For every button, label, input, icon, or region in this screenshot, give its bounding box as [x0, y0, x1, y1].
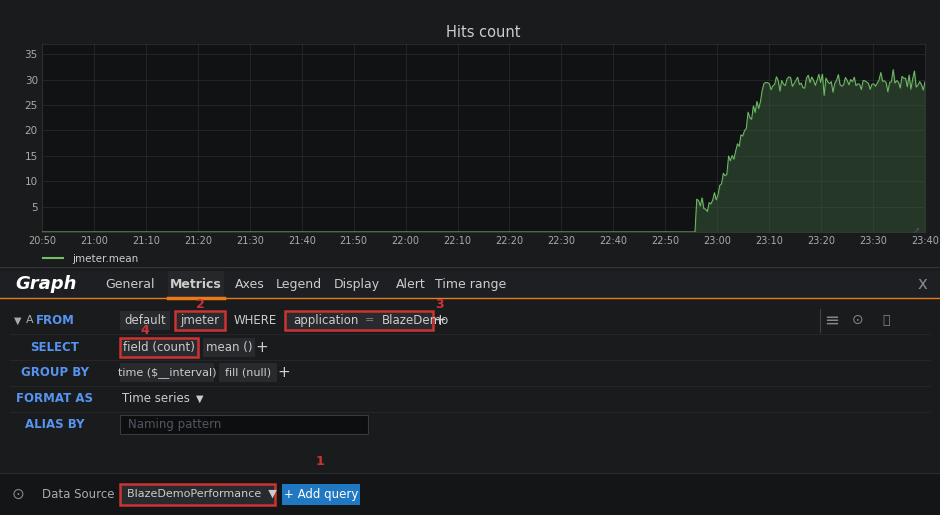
- Bar: [203, 338, 255, 357]
- Text: ⊙: ⊙: [11, 487, 24, 502]
- Text: + Add query: + Add query: [284, 488, 358, 501]
- Text: fill (null): fill (null): [225, 368, 271, 378]
- Bar: [0, 473, 940, 515]
- Text: mean (): mean (): [206, 340, 252, 354]
- Text: default: default: [124, 314, 165, 327]
- Text: BlazeDemo: BlazeDemo: [382, 314, 449, 327]
- Text: =: =: [366, 315, 375, 325]
- Bar: [120, 484, 275, 505]
- Title: Hits count: Hits count: [446, 25, 521, 40]
- Text: +: +: [256, 339, 269, 355]
- Text: ALIAS BY: ALIAS BY: [25, 418, 85, 431]
- Text: field (count): field (count): [123, 340, 195, 354]
- Text: jmeter: jmeter: [180, 314, 220, 327]
- Text: WHERE: WHERE: [234, 314, 277, 327]
- Text: x: x: [917, 275, 927, 293]
- Text: ≡: ≡: [824, 312, 839, 330]
- Text: Time range: Time range: [435, 278, 507, 290]
- Bar: [120, 364, 214, 383]
- Text: +: +: [277, 365, 290, 381]
- Text: Alert: Alert: [396, 278, 426, 290]
- Bar: [168, 271, 224, 298]
- Text: 4: 4: [141, 324, 149, 337]
- Text: +: +: [433, 313, 446, 328]
- Text: General: General: [105, 278, 155, 290]
- Text: 3: 3: [435, 298, 445, 311]
- Text: Metrics: Metrics: [170, 278, 222, 290]
- Text: Display: Display: [334, 278, 380, 290]
- Text: ⬜: ⬜: [883, 314, 890, 327]
- Text: FORMAT AS: FORMAT AS: [17, 392, 93, 405]
- Bar: [438, 271, 504, 298]
- Text: Axes: Axes: [235, 278, 265, 290]
- Bar: [328, 271, 386, 298]
- Legend: jmeter.mean: jmeter.mean: [39, 250, 142, 268]
- Text: Legend: Legend: [276, 278, 322, 290]
- Text: 2: 2: [196, 298, 204, 311]
- Bar: [120, 311, 170, 330]
- Text: ⊙: ⊙: [853, 314, 864, 328]
- Text: Time series: Time series: [122, 392, 190, 405]
- Text: FROM: FROM: [36, 314, 74, 327]
- Text: ▼: ▼: [14, 315, 22, 325]
- Bar: [175, 311, 225, 330]
- Text: A: A: [26, 315, 34, 325]
- Text: BlazeDemoPerformance  ▼: BlazeDemoPerformance ▼: [127, 489, 276, 499]
- Bar: [285, 311, 433, 330]
- Bar: [276, 271, 322, 298]
- Bar: [392, 271, 430, 298]
- Text: 1: 1: [316, 455, 324, 468]
- Text: Naming pattern: Naming pattern: [128, 418, 222, 431]
- Text: time ($__interval): time ($__interval): [118, 367, 216, 379]
- Text: Graph: Graph: [15, 275, 76, 293]
- Bar: [100, 271, 160, 298]
- Text: GROUP BY: GROUP BY: [21, 366, 89, 380]
- Bar: [219, 364, 277, 383]
- Bar: [282, 484, 360, 505]
- Text: application: application: [293, 314, 358, 327]
- Text: Data Source: Data Source: [42, 488, 115, 501]
- Text: SELECT: SELECT: [31, 340, 80, 354]
- Bar: [0, 271, 940, 298]
- Bar: [232, 271, 268, 298]
- Bar: [120, 415, 368, 434]
- Text: ▼: ▼: [196, 393, 203, 404]
- Text: ↗: ↗: [914, 226, 920, 235]
- Bar: [120, 338, 198, 357]
